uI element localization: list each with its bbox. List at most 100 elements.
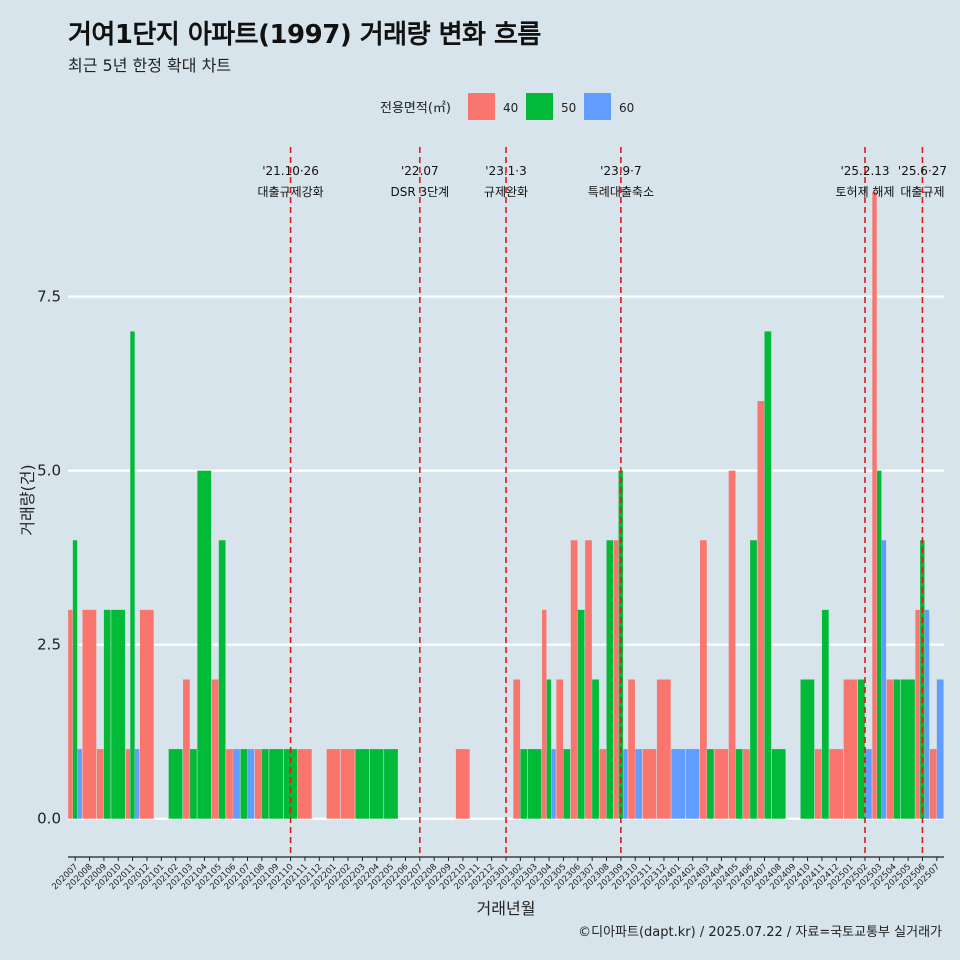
bar-50-202104 (197, 470, 212, 819)
bar-60-202506 (924, 609, 930, 819)
bar-40-202307 (585, 540, 592, 819)
bar-40-202501 (843, 679, 858, 819)
bar-40-202009 (96, 749, 104, 819)
bar-60-202502 (865, 749, 872, 819)
bar-40-202103 (183, 679, 190, 819)
legend-swatch-40 (468, 93, 495, 120)
y-tick-label: 7.5 (37, 288, 61, 306)
bar-40-202201 (326, 749, 341, 819)
bar-50-202110 (283, 749, 298, 819)
bar-50-202308 (606, 540, 614, 819)
bar-40-202412 (829, 749, 844, 819)
bar-40-202403 (700, 540, 707, 819)
y-axis: 0.0 2.5 5.0 7.5 (37, 288, 61, 828)
bar-40-202210 (455, 749, 470, 819)
event-label-202110: 대출규제강화 (257, 185, 323, 199)
y-tick-label: 5.0 (37, 462, 61, 480)
event-date-202506: '25.6·27 (898, 164, 947, 178)
bars (68, 192, 944, 819)
legend-title: 전용면적(㎡) (380, 101, 451, 116)
legend-swatch-60 (584, 93, 611, 120)
y-tick-label: 2.5 (37, 636, 61, 654)
bar-60-202107 (247, 749, 255, 819)
bar-50-202411 (821, 609, 829, 819)
event-label-202502: 토허제 해제 (836, 185, 895, 199)
bar-50-202307 (592, 679, 599, 819)
bar-50-202007 (72, 540, 78, 819)
bar-50-202102 (168, 749, 183, 819)
bar-40-202411 (814, 749, 822, 819)
chart-subtitle: 최근 5년 한정 확대 차트 (68, 56, 232, 75)
legend-swatch-50 (526, 93, 553, 120)
bar-50-202107 (240, 749, 248, 819)
bar-40-202306 (570, 540, 578, 819)
bar-50-202302 (520, 749, 528, 819)
bar-40-202405 (728, 470, 736, 819)
bar-60-202507 (936, 679, 944, 819)
bar-60-202310 (635, 749, 642, 819)
bar-40-202504 (886, 679, 894, 819)
bar-40-202302 (513, 679, 521, 819)
legend-label-60: 60 (619, 101, 634, 115)
event-label-202309: 특례대출축소 (588, 185, 654, 199)
chart-title: 거여1단지 아파트(1997) 거래량 변화 흐름 (68, 20, 541, 50)
x-axis-title: 거래년월 (477, 899, 536, 918)
bar-50-202503 (877, 470, 882, 819)
bar-40-202111 (297, 749, 312, 819)
bar-50-202108 (261, 749, 269, 819)
bar-40-202304 (542, 609, 547, 819)
bar-50-202407 (764, 331, 772, 819)
y-axis-title: 거래량(건) (18, 464, 37, 535)
bar-50-202405 (735, 749, 743, 819)
bar-40-202108 (254, 749, 262, 819)
bar-40-202202 (340, 749, 355, 819)
source-caption: ©디아파트(dapt.kr) / 2025.07.22 / 자료=국토교통부 실… (578, 925, 942, 940)
bar-50-202011 (130, 331, 135, 819)
bar-50-202505 (901, 679, 915, 819)
event-label-202506: 대출규제 (900, 185, 944, 199)
bar-50-202109 (269, 749, 283, 819)
bar-60-202309 (623, 749, 628, 819)
bar-40-202406 (743, 749, 750, 819)
bar-50-202504 (893, 679, 901, 819)
bar-50-202105 (218, 540, 226, 819)
bar-50-202309 (618, 470, 623, 819)
bar-50-202406 (750, 540, 757, 819)
legend-label-40: 40 (503, 101, 518, 115)
event-date-202309: '23.9·7 (600, 164, 641, 178)
bar-50-202304 (546, 679, 552, 819)
bar-40-202011 (125, 749, 130, 819)
bar-40-202007 (68, 609, 73, 819)
bar-40-202503 (872, 192, 877, 819)
x-axis: 2020072020082020092020102020112020122021… (50, 856, 944, 892)
bar-60-202106 (233, 749, 240, 819)
bar-50-202009 (103, 609, 111, 819)
bar-40-202106 (226, 749, 233, 819)
bar-60-202503 (881, 540, 887, 819)
bar-40-202012 (139, 609, 154, 819)
bar-40-202105 (211, 679, 219, 819)
bar-50-202502 (857, 679, 865, 819)
event-date-202301: '23.1·3 (485, 164, 526, 178)
bar-50-202303 (527, 749, 542, 819)
bar-40-202506 (915, 609, 920, 819)
bar-40-202305 (556, 679, 564, 819)
bar-40-202310 (628, 679, 635, 819)
bar-50-202010 (111, 609, 125, 819)
bar-50-202103 (190, 749, 197, 819)
legend: 전용면적(㎡) 40 50 60 (380, 93, 634, 120)
bar-50-202305 (563, 749, 571, 819)
bar-60-202011 (134, 749, 140, 819)
bar-50-202410 (800, 679, 815, 819)
event-date-202110: '21.10·26 (262, 164, 319, 178)
event-date-202502: '25.2.13 (840, 164, 889, 178)
bar-50-202204 (369, 749, 384, 819)
bar-60-202402 (685, 749, 700, 819)
legend-label-50: 50 (561, 101, 576, 115)
y-tick-label: 0.0 (37, 810, 61, 828)
bar-40-202407 (757, 401, 765, 819)
bar-40-202507 (929, 749, 937, 819)
bar-40-202404 (714, 749, 729, 819)
event-label-202301: 규제완화 (484, 185, 528, 199)
